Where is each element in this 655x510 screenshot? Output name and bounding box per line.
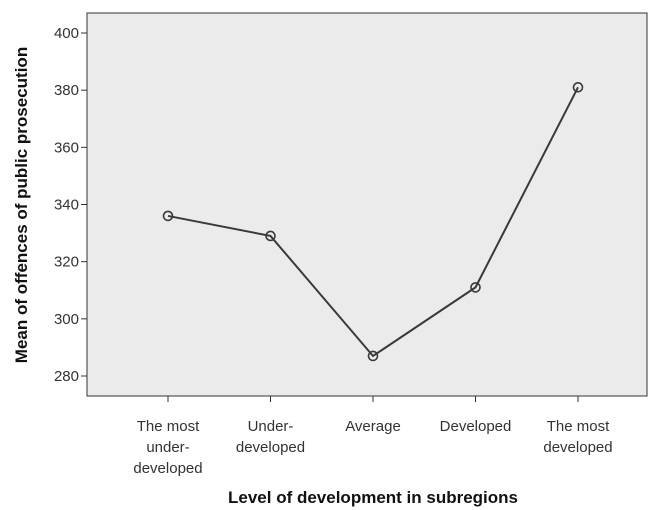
x-tick-label: The most under-developed bbox=[133, 418, 202, 477]
y-tick-label: 320 bbox=[54, 254, 79, 271]
y-tick-label: 340 bbox=[54, 197, 79, 214]
y-axis: 280 300 320 340 360 380 400 bbox=[54, 25, 87, 385]
x-axis: The most under-developed Under-developed Av… bbox=[133, 396, 613, 477]
y-tick-label: 360 bbox=[54, 139, 79, 156]
x-tick-label: Under-developed bbox=[236, 418, 305, 456]
y-tick-label: 300 bbox=[54, 311, 79, 328]
data-point bbox=[470, 282, 481, 293]
series-line bbox=[167, 86, 579, 358]
x-axis-title: Level of development in subregions bbox=[228, 488, 518, 507]
y-tick-label: 280 bbox=[54, 368, 79, 385]
data-point bbox=[572, 82, 584, 93]
x-tick-label: Developed bbox=[440, 418, 512, 435]
data-point bbox=[265, 230, 276, 242]
data-points bbox=[162, 82, 584, 362]
plot-area bbox=[86, 12, 648, 397]
y-tick-label: 400 bbox=[54, 25, 79, 42]
y-tick-label: 380 bbox=[54, 82, 79, 99]
data-point bbox=[162, 210, 174, 222]
data-point bbox=[367, 350, 379, 362]
y-axis-title: Mean of offences of public prosecution bbox=[12, 47, 31, 363]
x-tick-label: Average bbox=[345, 418, 401, 435]
x-tick-label: The most developed bbox=[543, 418, 612, 456]
